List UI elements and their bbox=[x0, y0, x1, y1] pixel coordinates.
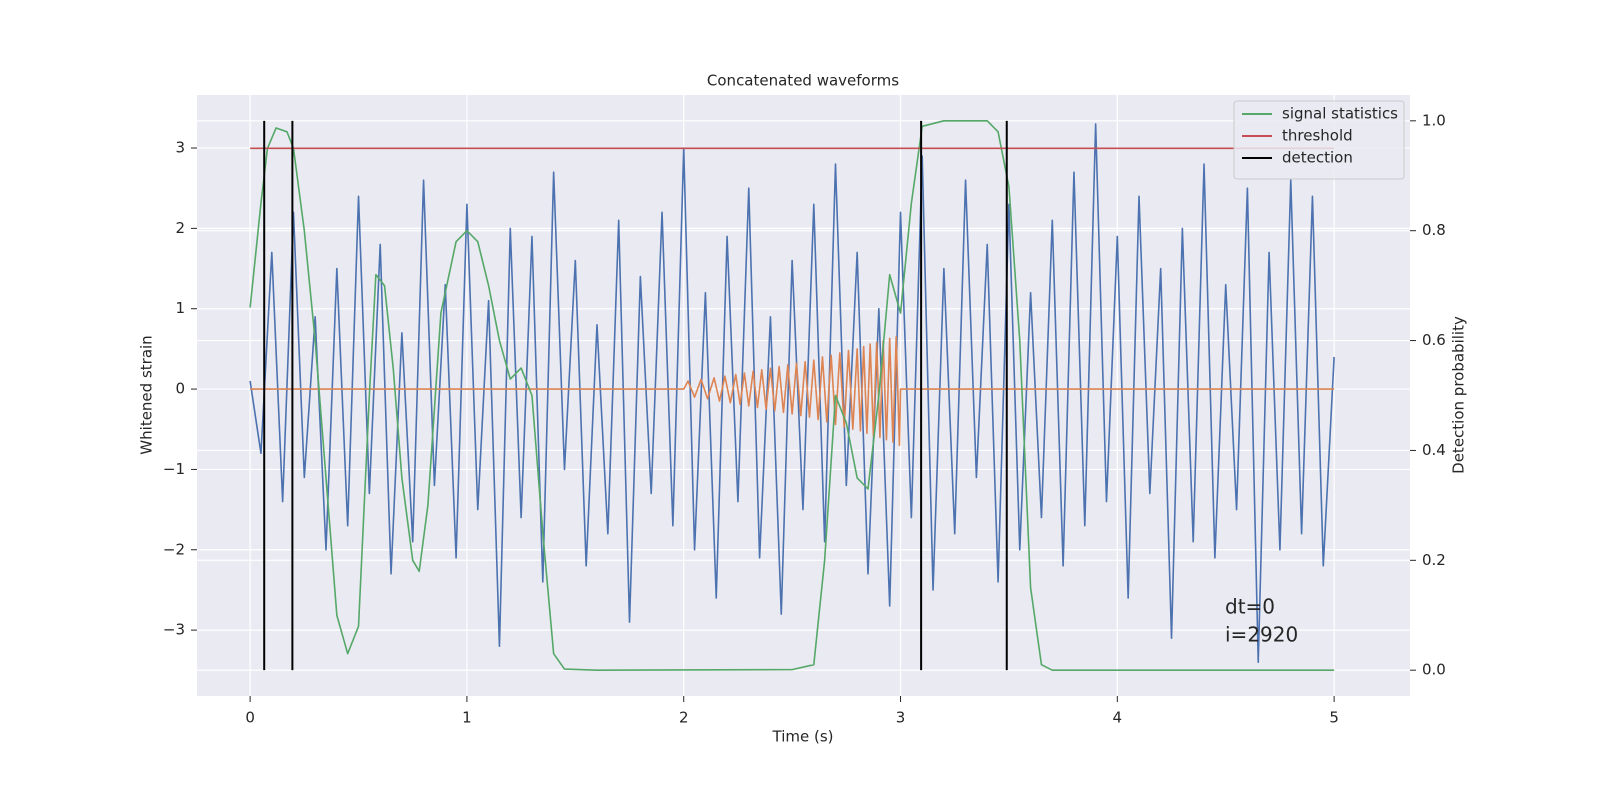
x-tick-label: 5 bbox=[1329, 709, 1339, 727]
series-line bbox=[249, 120, 1335, 671]
marks bbox=[249, 120, 1335, 671]
y2-tick-label: 0.6 bbox=[1422, 331, 1446, 349]
y-tick-label: −3 bbox=[163, 621, 185, 639]
legend-box bbox=[1233, 100, 1405, 180]
y-tick-label: 2 bbox=[175, 219, 185, 237]
legend: signal statistics threshold detection bbox=[1233, 100, 1405, 180]
series-line bbox=[250, 336, 1335, 447]
y-tick-label: −2 bbox=[163, 540, 185, 558]
x-axis-label: Time (s) bbox=[772, 728, 834, 746]
x-tick-label: 4 bbox=[1113, 709, 1123, 727]
y2-tick-label: 0.0 bbox=[1422, 661, 1446, 679]
x-tick-label: 1 bbox=[462, 709, 472, 727]
y-tick-label: 1 bbox=[175, 299, 185, 317]
chart-title: Concatenated waveforms bbox=[707, 72, 899, 90]
y-tick-label: 3 bbox=[175, 139, 185, 157]
legend-label: threshold bbox=[1282, 127, 1353, 145]
y-tick-label: 0 bbox=[175, 380, 185, 398]
legend-label: signal statistics bbox=[1282, 105, 1398, 123]
y2-tick-label: 0.2 bbox=[1422, 551, 1446, 569]
x-tick-label: 3 bbox=[896, 709, 906, 727]
y2-axis-label: Detection probability bbox=[1450, 316, 1468, 474]
y-axis-label: Whitened strain bbox=[138, 335, 156, 454]
legend-label: detection bbox=[1282, 149, 1353, 167]
y-tick-label: −1 bbox=[163, 460, 185, 478]
axes: 0 1 2 3 4 5 −3 −2 −1 0 1 2 3 0.0 0.2 0.4 0.6 0.8 1.0 bbox=[163, 111, 1446, 726]
y2-tick-label: 1.0 bbox=[1422, 111, 1446, 129]
annotation: i=2920 bbox=[1225, 623, 1298, 647]
x-tick-label: 0 bbox=[245, 709, 255, 727]
annotation: dt=0 bbox=[1225, 595, 1275, 619]
y2-tick-label: 0.8 bbox=[1422, 221, 1446, 239]
x-tick-label: 2 bbox=[679, 709, 689, 727]
series-line bbox=[249, 123, 1335, 664]
y2-tick-label: 0.4 bbox=[1422, 441, 1446, 459]
